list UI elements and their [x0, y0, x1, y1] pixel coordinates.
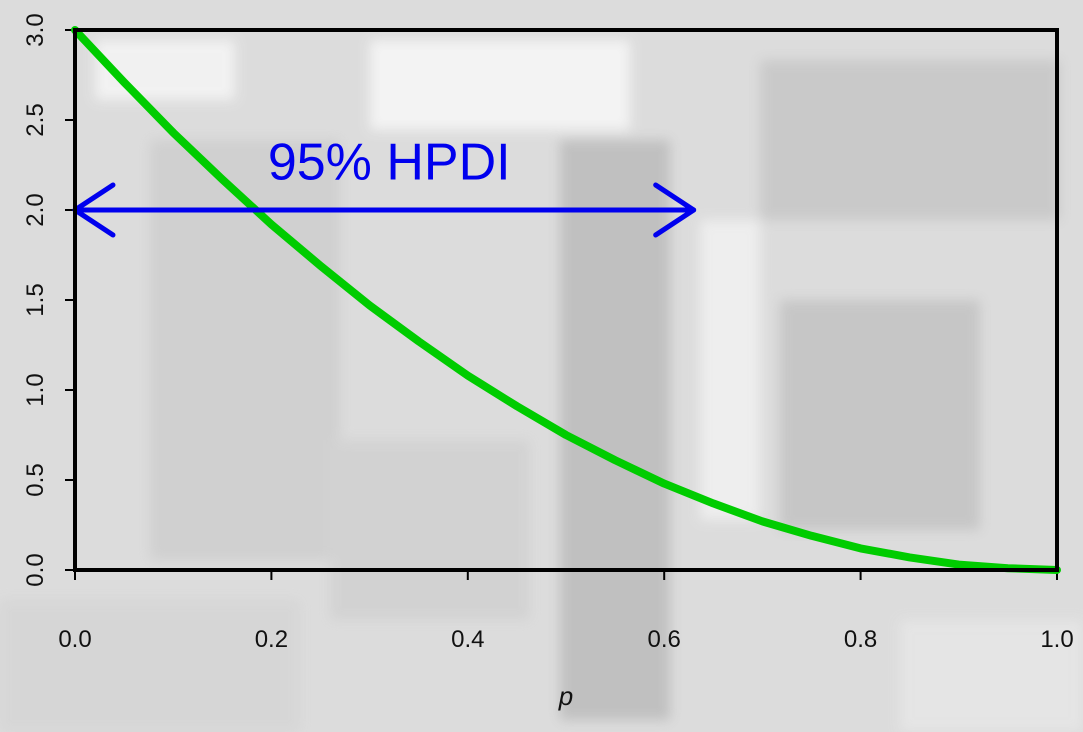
x-tick-label: 0.8 [844, 626, 877, 653]
y-tick-label: 3.0 [22, 13, 49, 46]
x-tick-label: 0.0 [58, 626, 91, 653]
y-tick-label: 2.0 [22, 193, 49, 226]
x-tick-label: 0.4 [451, 626, 484, 653]
y-axis: 0.0 0.5 1.0 1.5 2.0 2.5 3.0 [22, 13, 75, 587]
y-tick-label: 1.0 [22, 373, 49, 406]
y-tick-label: 1.5 [22, 283, 49, 316]
series-line-0 [71, 26, 1061, 574]
x-tick-label: 1.0 [1040, 626, 1073, 653]
hpdi-arrow-right-head [653, 182, 697, 238]
x-tick-label: 0.2 [255, 626, 288, 653]
annotation-layer: 95% HPDI [72, 133, 697, 238]
hpdi-label: 95% HPDI [268, 133, 511, 191]
series-layer [71, 26, 1061, 574]
x-tick-label: 0.6 [648, 626, 681, 653]
plot-frame [73, 28, 1059, 572]
y-tick-label: 0.0 [22, 553, 49, 586]
x-axis: 0.0 0.2 0.4 0.6 0.8 1.0 [58, 570, 1074, 653]
y-tick-label: 2.5 [22, 103, 49, 136]
x-axis-title: p [558, 681, 573, 711]
y-tick-label: 0.5 [22, 463, 49, 496]
